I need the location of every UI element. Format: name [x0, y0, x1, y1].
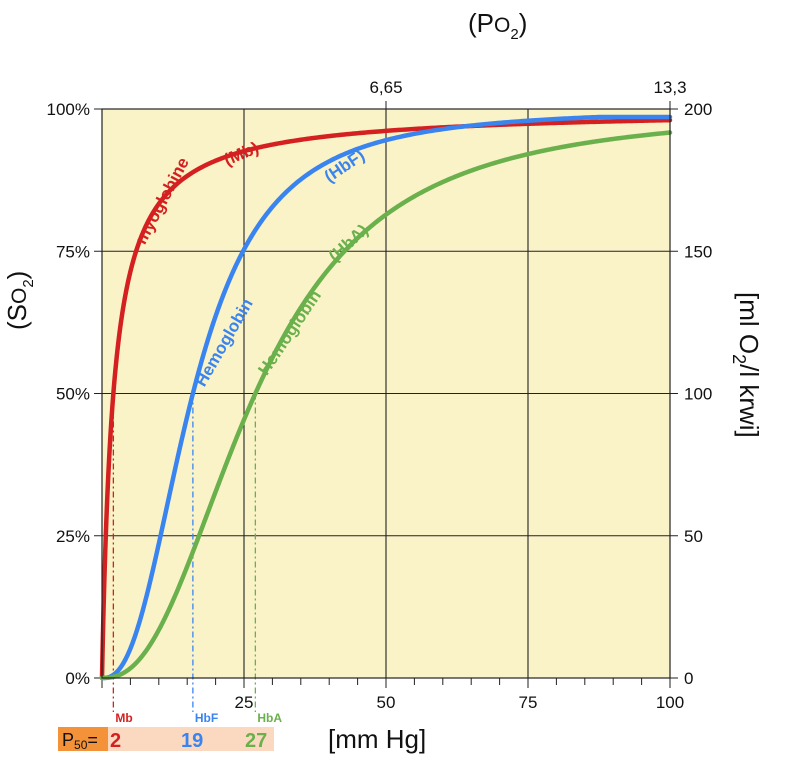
y-tick-label: 75%	[56, 242, 90, 261]
x-axis-ticks: 25 50 75 100	[101, 678, 684, 712]
p50-marker-lines: Mb HbF HbA	[112, 393, 282, 725]
p50-value-hbf: 19	[181, 730, 203, 752]
p50-label: P50=	[62, 730, 98, 752]
y-tick-label: 25%	[56, 527, 90, 546]
y-right-tick-label: 200	[684, 100, 712, 119]
y-tick-label: 100%	[47, 100, 90, 119]
x-axis-label: [mm Hg]	[328, 724, 426, 754]
p50-legend: P50= 2 19 27	[58, 727, 274, 752]
y-tick-label: 0%	[65, 669, 90, 688]
x-tick-label: 50	[377, 693, 396, 712]
y-axis-left-ticks: 0% 25% 50% 75% 100%	[47, 100, 102, 688]
series-curves	[99, 114, 673, 681]
series-line-0	[99, 117, 673, 681]
y-right-tick-label: 150	[684, 242, 712, 261]
x-top-tick-label: 6,65	[369, 78, 402, 97]
p50-value-hba: 27	[245, 730, 267, 752]
y-axis-right-ticks: 0 50 100 150 200	[670, 100, 712, 688]
p50-marker-label: HbA	[257, 711, 282, 725]
y-tick-label: 50%	[56, 385, 90, 404]
x-top-tick-label: 13,3	[653, 78, 686, 97]
series-line-2	[99, 130, 673, 681]
p50-label-box	[58, 727, 108, 751]
p50-marker-label: HbF	[195, 711, 218, 725]
y-axis-right-label: [ml O2/l krwi]	[729, 292, 764, 438]
series-line-1	[99, 114, 673, 681]
p50-value-mb: 2	[110, 730, 121, 752]
y-axis-left-label: (SO2)	[2, 271, 37, 330]
chart-title: (PO2)	[468, 8, 527, 43]
y-right-tick-label: 100	[684, 385, 712, 404]
x-tick-label: 25	[235, 693, 254, 712]
plot-border	[101, 108, 671, 679]
y-right-tick-label: 0	[684, 669, 693, 688]
x-tick-label: 100	[656, 693, 684, 712]
y-right-tick-label: 50	[684, 527, 703, 546]
x-tick-label: 75	[519, 693, 538, 712]
x-axis-top-ticks: 6,65 13,3	[369, 78, 687, 109]
p50-marker-label: Mb	[115, 711, 132, 725]
